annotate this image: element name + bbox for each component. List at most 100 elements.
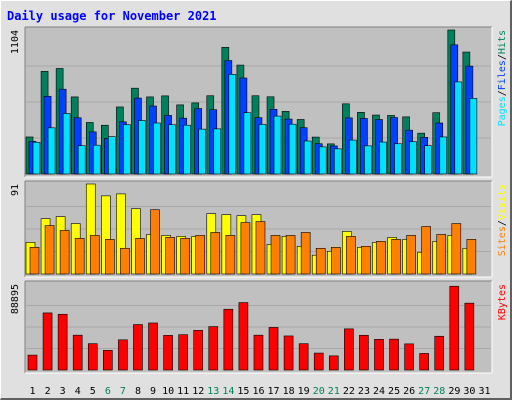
legend-item: / — [497, 54, 508, 60]
bar-kbytes-day-27 — [419, 353, 429, 371]
bar-kbytes-day-9 — [148, 322, 158, 371]
legend-item: Pages — [497, 96, 508, 126]
bar-pages-day-1 — [32, 142, 41, 175]
bar-kbytes-day-25 — [389, 338, 399, 371]
x-tick-label: 22 — [343, 386, 355, 397]
bar-sites-day-25 — [391, 239, 401, 275]
bar-sites-day-16 — [255, 221, 266, 275]
bar-pages-day-30 — [469, 98, 478, 175]
bar-kbytes-day-26 — [404, 343, 414, 371]
x-tick-label: 8 — [135, 386, 141, 397]
bar-kbytes-day-8 — [133, 324, 143, 371]
bar-pages-day-24 — [379, 141, 387, 175]
bar-pages-day-6 — [108, 136, 116, 175]
x-tick-label: 4 — [75, 386, 81, 397]
bar-sites-day-26 — [406, 235, 416, 275]
bar-kbytes-day-23 — [359, 334, 369, 371]
bar-kbytes-day-12 — [193, 330, 204, 371]
bar-sites-day-5 — [89, 235, 100, 275]
x-tick-label: 24 — [373, 386, 385, 397]
bar-sites-day-8 — [135, 238, 145, 275]
bar-pages-day-2 — [47, 127, 56, 175]
x-tick-label: 17 — [268, 386, 280, 397]
x-tick-label: 27 — [418, 386, 430, 397]
x-tick-label: 25 — [388, 386, 400, 397]
bar-sites-day-1 — [29, 246, 40, 275]
bar-kbytes-day-1 — [27, 354, 38, 371]
x-tick-label: 23 — [358, 386, 370, 397]
bar-kbytes-day-15 — [238, 302, 249, 371]
bar-sites-day-29 — [451, 223, 462, 275]
bar-kbytes-day-10 — [163, 335, 173, 371]
legend-item: KBytes — [497, 284, 508, 320]
bar-sites-day-17 — [270, 235, 281, 275]
bar-kbytes-day-2 — [42, 312, 53, 371]
bar-pages-day-21 — [333, 148, 342, 175]
bar-sites-day-20 — [315, 247, 326, 275]
x-tick-label: 16 — [252, 386, 264, 397]
bar-kbytes-day-14 — [223, 308, 234, 371]
bar-sites-day-2 — [44, 225, 55, 275]
bar-pages-day-25 — [394, 143, 402, 175]
bar-pages-day-22 — [349, 139, 357, 175]
panel-kbytes: 88895 KBytes — [10, 280, 508, 374]
x-tick-label: 14 — [222, 386, 234, 397]
legend: KBytes — [497, 284, 508, 320]
bar-pages-day-18 — [288, 123, 297, 175]
x-tick-label: 1 — [30, 386, 36, 397]
bar-kbytes-day-29 — [449, 285, 460, 371]
bar-sites-day-23 — [361, 246, 371, 275]
legend-item: Files — [497, 60, 508, 90]
bar-pages-day-27 — [424, 145, 432, 175]
x-axis-labels: 1 2 3 4 5 6 7 8 9 10 11 12 13 14 15 16 17 18 19 20 21 22 23 24 2… — [30, 386, 491, 397]
chart-title: Daily usage for November 2021 — [7, 9, 217, 23]
bar-sites-day-19 — [300, 232, 311, 275]
bar-pages-day-20 — [318, 146, 327, 175]
x-tick-label: 13 — [207, 386, 219, 397]
legend-item: / — [497, 90, 508, 96]
bar-kbytes-day-7 — [118, 339, 128, 371]
x-tick-label: 9 — [150, 386, 156, 397]
bar-kbytes-day-3 — [57, 313, 68, 371]
bar-kbytes-day-24 — [374, 339, 384, 371]
bar-kbytes-day-17 — [268, 327, 279, 371]
bar-sites-day-27 — [421, 226, 431, 275]
x-tick-label: 15 — [237, 386, 249, 397]
x-tick-label: 28 — [433, 386, 445, 397]
bar-pages-day-19 — [303, 140, 312, 175]
x-tick-label: 26 — [403, 386, 415, 397]
bar-pages-day-17 — [273, 115, 282, 175]
bar-sites-day-24 — [376, 241, 386, 275]
legend-item: Sites — [497, 226, 508, 256]
x-tick-label: 12 — [192, 386, 204, 397]
bar-pages-day-26 — [409, 141, 417, 175]
bar-pages-day-28 — [439, 136, 448, 175]
bar-kbytes-day-21 — [328, 355, 339, 371]
bar-pages-day-16 — [258, 124, 267, 175]
x-tick-label: 29 — [448, 386, 460, 397]
bar-pages-day-14 — [228, 74, 237, 175]
x-tick-label: 11 — [177, 386, 189, 397]
bar-pages-day-23 — [364, 145, 372, 175]
bar-sites-day-3 — [59, 230, 70, 275]
x-tick-label: 3 — [60, 386, 66, 397]
x-tick-label: 18 — [283, 386, 295, 397]
bar-pages-day-9 — [153, 122, 161, 175]
x-tick-label: 2 — [45, 386, 51, 397]
bar-pages-day-10 — [168, 124, 176, 175]
bar-sites-day-10 — [165, 237, 175, 275]
bar-pages-day-5 — [92, 144, 101, 175]
bar-kbytes-day-6 — [103, 350, 113, 371]
bar-sites-day-11 — [180, 238, 190, 275]
x-tick-label: 21 — [328, 386, 340, 397]
bar-sites-day-21 — [330, 246, 341, 275]
bar-sites-day-9 — [150, 209, 160, 275]
x-tick-label: 31 — [478, 386, 490, 397]
bar-sites-day-4 — [74, 238, 85, 275]
x-tick-label: 10 — [162, 386, 174, 397]
bar-pages-day-12 — [198, 128, 207, 175]
